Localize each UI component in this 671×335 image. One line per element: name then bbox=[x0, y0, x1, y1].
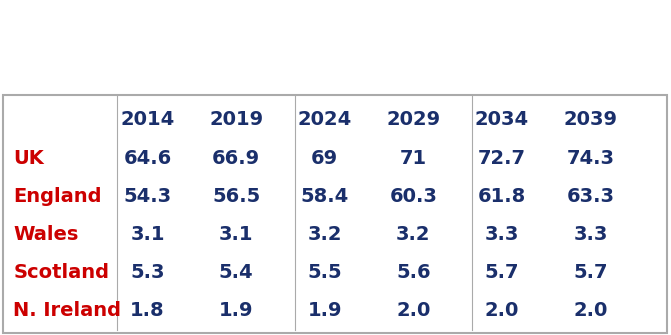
Text: 2.0: 2.0 bbox=[396, 301, 431, 320]
Text: 2.0: 2.0 bbox=[484, 301, 519, 320]
Text: 5.6: 5.6 bbox=[396, 263, 431, 282]
Text: 3.3: 3.3 bbox=[573, 225, 608, 244]
Text: 2029: 2029 bbox=[386, 110, 440, 129]
Text: 72.7: 72.7 bbox=[478, 149, 526, 169]
Text: 64.6: 64.6 bbox=[123, 149, 172, 169]
Text: 1.9: 1.9 bbox=[307, 301, 342, 320]
Text: 2024: 2024 bbox=[298, 110, 352, 129]
Text: 56.5: 56.5 bbox=[212, 187, 260, 206]
Text: 71: 71 bbox=[400, 149, 427, 169]
Text: England: England bbox=[13, 187, 102, 206]
Text: 63.3: 63.3 bbox=[566, 187, 615, 206]
Text: 61.8: 61.8 bbox=[478, 187, 526, 206]
Text: 2014: 2014 bbox=[121, 110, 174, 129]
Text: 74.3: 74.3 bbox=[566, 149, 615, 169]
Text: 66.9: 66.9 bbox=[212, 149, 260, 169]
Text: 54.3: 54.3 bbox=[123, 187, 172, 206]
Text: 2039: 2039 bbox=[564, 110, 617, 129]
Text: 5.5: 5.5 bbox=[307, 263, 342, 282]
Text: 2.0: 2.0 bbox=[573, 301, 608, 320]
Text: 5.4: 5.4 bbox=[219, 263, 254, 282]
Text: 2019: 2019 bbox=[209, 110, 263, 129]
Text: 5.3: 5.3 bbox=[130, 263, 165, 282]
Text: Projected UK Population: Projected UK Population bbox=[68, 26, 603, 64]
Text: UK: UK bbox=[13, 149, 44, 169]
Text: 3.1: 3.1 bbox=[130, 225, 165, 244]
Text: 1.8: 1.8 bbox=[130, 301, 165, 320]
Text: 60.3: 60.3 bbox=[389, 187, 437, 206]
Text: 3.1: 3.1 bbox=[219, 225, 254, 244]
Text: 58.4: 58.4 bbox=[301, 187, 349, 206]
Text: Wales: Wales bbox=[13, 225, 79, 244]
Text: 5.7: 5.7 bbox=[573, 263, 608, 282]
Text: 1.9: 1.9 bbox=[219, 301, 254, 320]
Text: 3.3: 3.3 bbox=[484, 225, 519, 244]
Text: 3.2: 3.2 bbox=[307, 225, 342, 244]
Text: 3.2: 3.2 bbox=[396, 225, 431, 244]
Text: 69: 69 bbox=[311, 149, 338, 169]
Text: N. Ireland: N. Ireland bbox=[13, 301, 121, 320]
Text: 2034: 2034 bbox=[475, 110, 529, 129]
Text: 5.7: 5.7 bbox=[484, 263, 519, 282]
Text: Scotland: Scotland bbox=[13, 263, 109, 282]
